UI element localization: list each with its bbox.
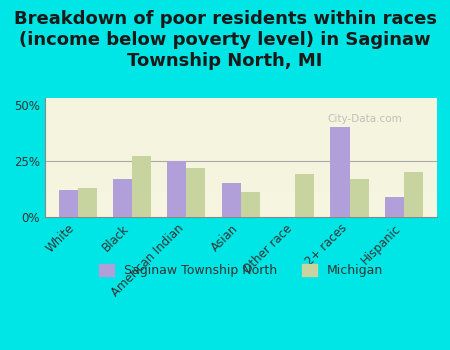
Text: Breakdown of poor residents within races
(income below poverty level) in Saginaw: Breakdown of poor residents within races… (14, 10, 436, 70)
Bar (186, 168, 205, 217)
Bar (295, 174, 314, 217)
Bar (113, 179, 132, 217)
Bar (404, 172, 423, 217)
Bar (77, 188, 97, 217)
Text: City-Data.com: City-Data.com (327, 114, 402, 124)
Bar (58, 190, 77, 217)
Bar (350, 179, 369, 217)
Bar (385, 197, 404, 217)
Bar (222, 183, 241, 217)
Bar (132, 156, 151, 217)
Legend: Saginaw Township North, Michigan: Saginaw Township North, Michigan (94, 259, 388, 282)
Bar (167, 161, 186, 217)
Bar (241, 192, 260, 217)
Bar (330, 127, 350, 217)
